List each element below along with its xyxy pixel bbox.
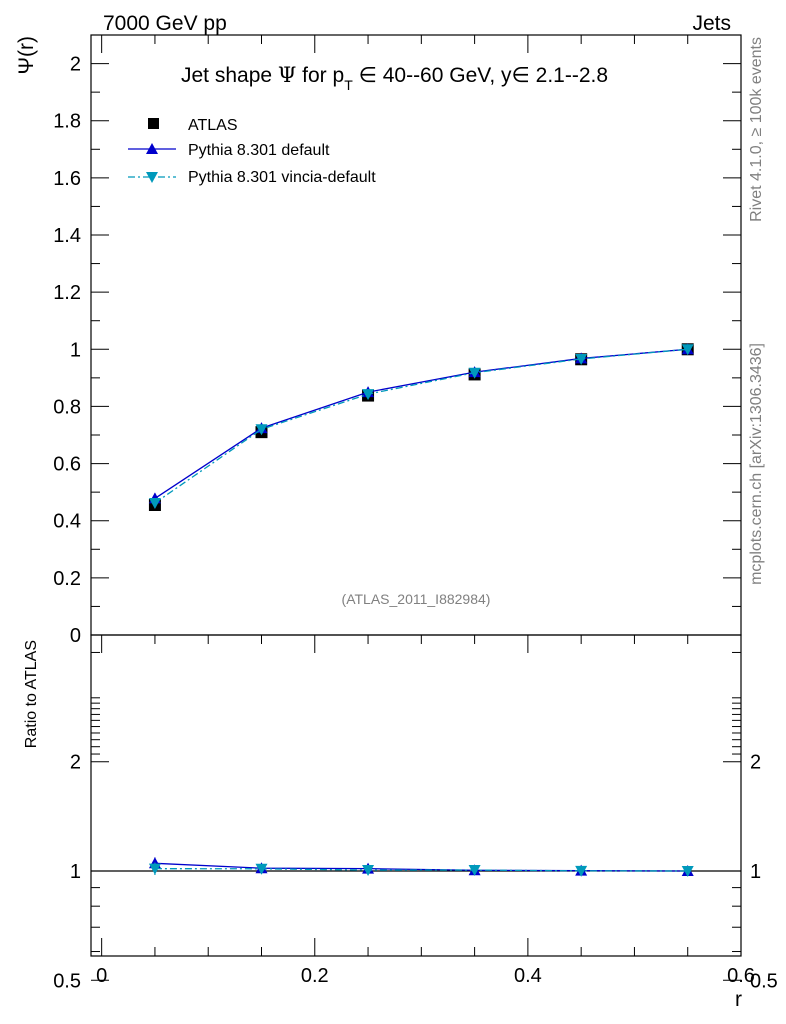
point-pythia-8-301-vincia-default	[255, 424, 268, 436]
rivet-label: Rivet 4.1.0, ≥ 100k events	[748, 37, 765, 222]
ratio-point-pythia-8-301-vincia-default	[468, 865, 481, 877]
y-tick-label: 0.6	[53, 454, 81, 476]
x-tick-label: 0	[96, 965, 107, 987]
header-left: 7000 GeV pp	[103, 12, 227, 35]
x-tick-label: 0.2	[301, 965, 329, 987]
legend-atlas-label: ATLAS	[188, 117, 238, 134]
point-pythia-8-301-vincia-default	[575, 354, 588, 365]
y-tick-label: 1.6	[53, 168, 81, 190]
series-line-pythia-8-301-vincia-default	[154, 348, 688, 504]
legend-atlas-marker	[148, 118, 159, 129]
ratio-line-pythia-8-301-vincia-default	[154, 868, 688, 872]
ratio-point-pythia-8-301-vincia-default	[362, 865, 375, 877]
x-tick-label: 0.4	[514, 965, 542, 987]
ratio-axis-title: Ratio to ATLAS	[23, 640, 40, 748]
y-tick-label: 0.8	[53, 396, 81, 418]
ratio-tick-label-left: 2	[70, 752, 81, 774]
ratio-point-pythia-8-301-vincia-default	[255, 863, 268, 875]
ratio-point-pythia-8-301-vincia-default	[148, 863, 161, 875]
ratio-tick-label-right: 0.5	[750, 970, 778, 992]
y-axis-title: Ψ(r)	[15, 36, 38, 75]
legend-vincia-marker	[146, 172, 158, 183]
y-tick-label: 1.4	[53, 225, 81, 247]
analysis-watermark: (ATLAS_2011_I882984)	[342, 591, 491, 607]
y-tick-label: 1	[70, 339, 81, 361]
ratio-point-pythia-8-301-vincia-default	[681, 866, 694, 877]
series-line-pythia-8-301-default	[154, 348, 688, 499]
plot-title: Jet shape Ψ for pT ∈ 40--60 GeV, y∈ 2.1-…	[181, 63, 608, 93]
ratio-tick-label-right: 1	[750, 861, 761, 883]
ratio-tick-label-right: 2	[750, 752, 761, 774]
legend-vincia-label: Pythia 8.301 vincia-default	[188, 169, 376, 186]
x-tick-label: 0.6	[727, 965, 755, 987]
mcplots-label: mcplots.cern.ch [arXiv:1306.3436]	[748, 343, 765, 585]
point-pythia-8-301-vincia-default	[468, 367, 481, 379]
y-tick-label: 1.8	[53, 111, 81, 133]
y-tick-label: 1.2	[53, 282, 81, 304]
ratio-tick-label-left: 0.5	[53, 970, 81, 992]
ratio-plot-frame	[90, 634, 742, 957]
header-right: Jets	[692, 12, 731, 35]
ratio-point-pythia-8-301-vincia-default	[575, 865, 588, 877]
legend: ATLAS Pythia 8.301 default Pythia 8.301 …	[128, 117, 376, 186]
y-tick-label: 2	[70, 54, 81, 76]
y-tick-label: 0	[70, 625, 81, 647]
point-pythia-8-301-vincia-default	[148, 498, 161, 509]
x-axis-title: r	[735, 988, 742, 1011]
legend-default-label: Pythia 8.301 default	[188, 142, 330, 159]
y-tick-label: 0.2	[53, 568, 81, 590]
ratio-tick-label-left: 1	[70, 861, 81, 883]
y-tick-label: 0.4	[53, 511, 81, 533]
legend-default-marker	[146, 143, 158, 154]
point-pythia-8-301-vincia-default	[681, 344, 694, 356]
point-pythia-8-301-vincia-default	[362, 389, 375, 401]
